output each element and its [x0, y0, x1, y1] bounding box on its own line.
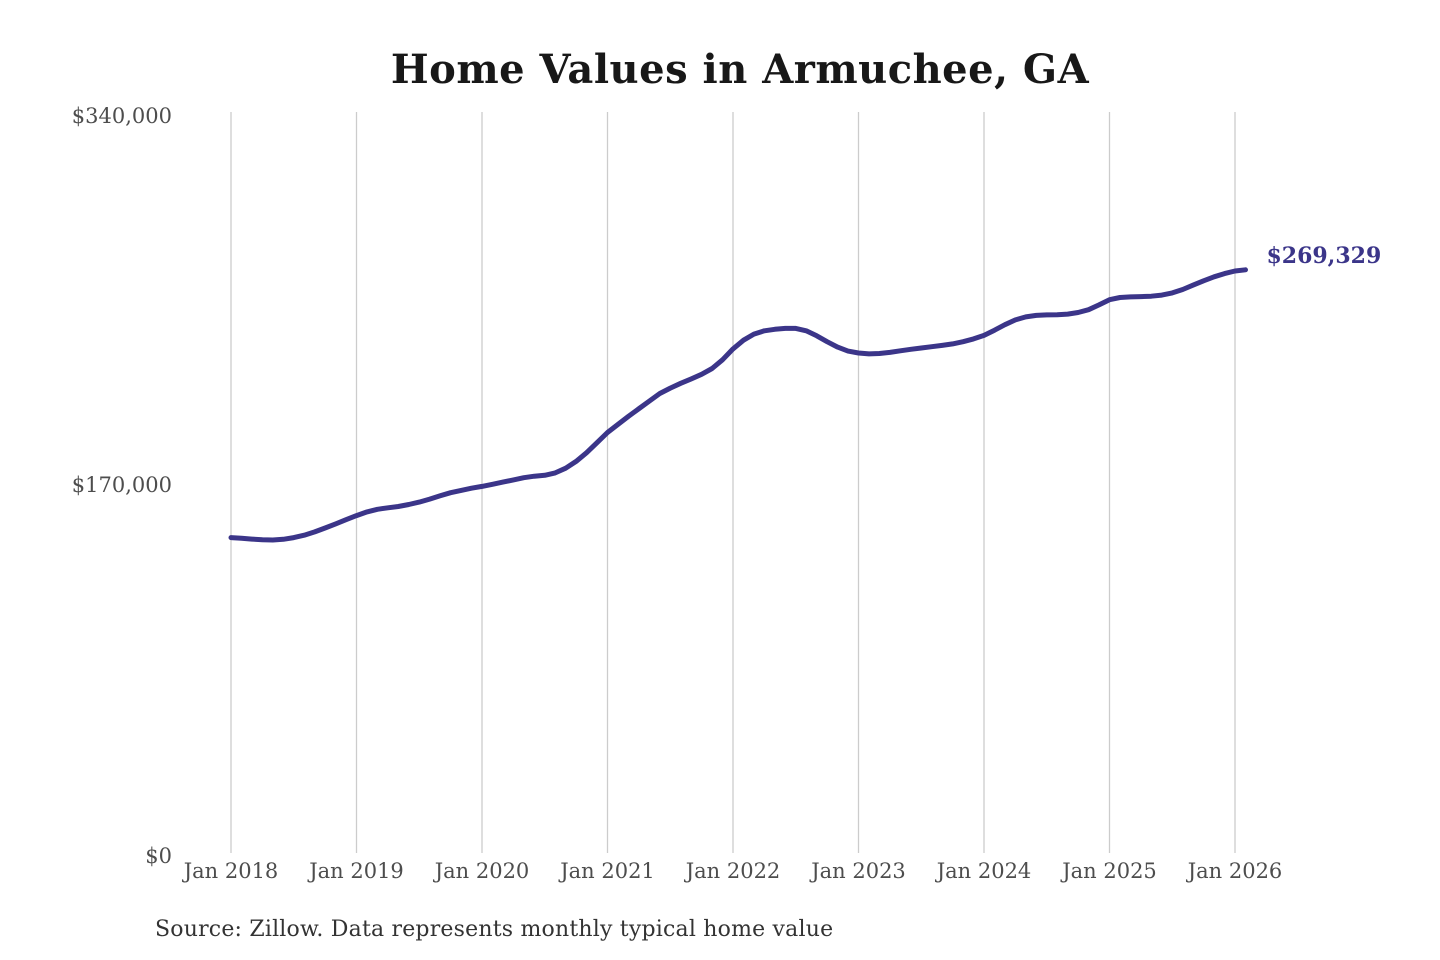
- home-value-line: [228, 267, 1248, 543]
- y-tick-label-170000: $170,000: [71, 473, 172, 497]
- current-value-label: $269,329: [1266, 242, 1382, 269]
- source-note: Source: Zillow. Data represents monthly …: [155, 917, 834, 942]
- chart-title: Home Values in Armuchee, GA: [390, 46, 1090, 93]
- y-tick-label-0: $0: [145, 844, 172, 868]
- y-tick-label-340000: $340,000: [71, 104, 172, 128]
